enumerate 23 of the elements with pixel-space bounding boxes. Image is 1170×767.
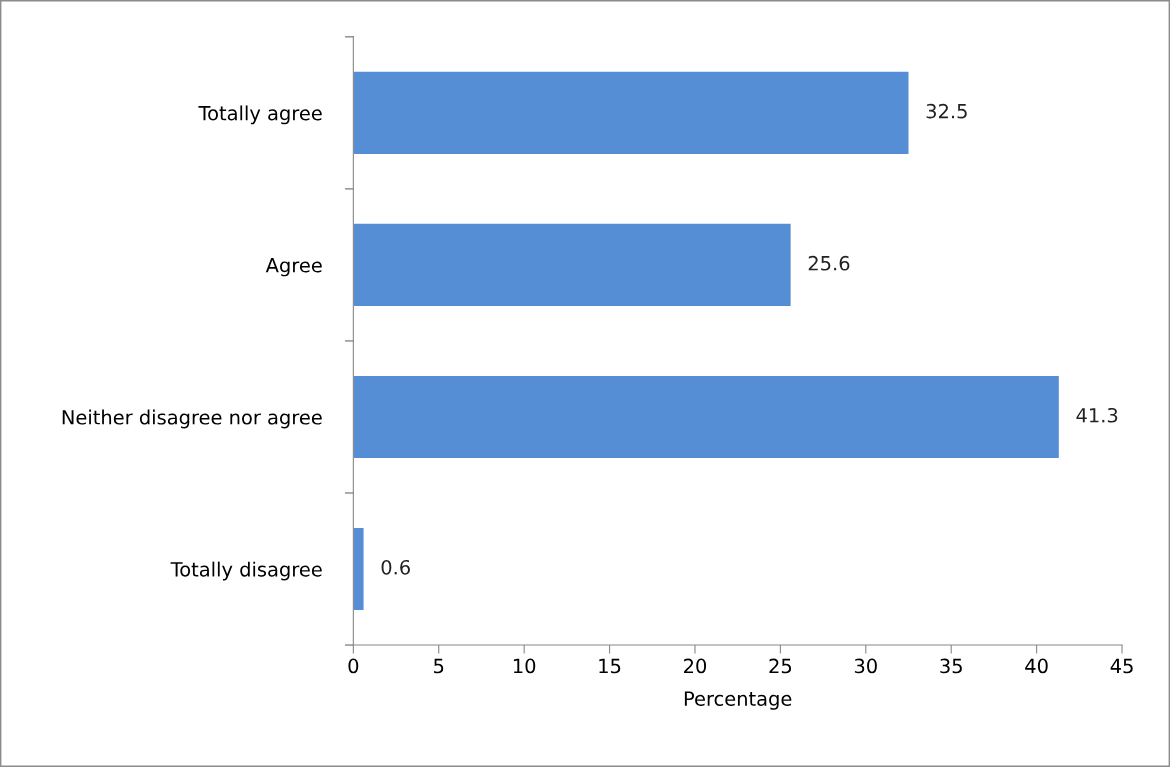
x-tick-label: 0 <box>348 658 359 674</box>
x-tick-label: 40 <box>1025 658 1048 674</box>
data-label: 32.5 <box>926 103 967 119</box>
data-label: 0.6 <box>381 559 410 575</box>
x-tick-label: 35 <box>940 658 962 674</box>
x-tick-label: 5 <box>434 658 444 674</box>
x-tick-label: 30 <box>854 658 877 674</box>
x-tick-label: 10 <box>513 658 536 674</box>
bar <box>353 527 364 611</box>
x-tick-label: 15 <box>599 658 621 674</box>
y-tick-label: Agree <box>265 258 322 277</box>
y-tick-label: Totally disagree <box>170 561 322 581</box>
x-tick-label: 25 <box>769 658 792 674</box>
bar <box>353 223 791 306</box>
data-label: 41.3 <box>1076 407 1118 423</box>
bar <box>353 375 1059 459</box>
x-tick-label: 20 <box>684 658 707 674</box>
data-label: 25.6 <box>808 255 850 271</box>
bar <box>353 71 909 154</box>
y-tick-label: Totally agree <box>198 105 322 125</box>
x-tick-label: 45 <box>1110 658 1133 674</box>
x-axis-title: Percentage <box>684 691 792 710</box>
y-tick-label: Neither disagree nor agree <box>62 409 322 429</box>
